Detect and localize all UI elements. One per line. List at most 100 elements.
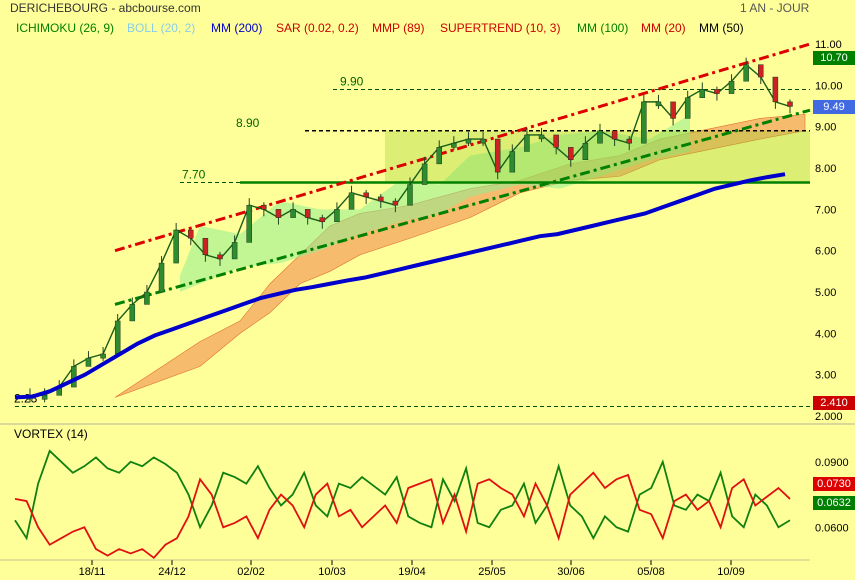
candle-body [436, 147, 442, 165]
legend-mm200[interactable]: MM (200) [211, 21, 263, 35]
legend-mm20[interactable]: MM (20) [641, 21, 686, 35]
period-label[interactable]: 1 AN - JOUR [740, 1, 810, 15]
candle-body [480, 138, 486, 144]
candle-body [684, 97, 691, 119]
badge-low: 2.410 [813, 396, 855, 410]
candle-body [465, 138, 472, 144]
y-tick-label: 7.00 [815, 204, 836, 216]
y-tick-label: 5.00 [815, 287, 836, 299]
y-axis: 11.00 10.00 9.00 8.00 7.00 6.00 5.00 4.00 3.00 2.… [0, 39, 855, 425]
candle-body [319, 217, 326, 222]
bollinger-band [180, 114, 690, 293]
candle-body [655, 101, 662, 107]
y-tick-label: 11.00 [815, 39, 842, 51]
trend-channel [114, 42, 811, 306]
candle-body [41, 395, 48, 400]
level-label-9.90: 9.90 [340, 74, 364, 88]
candle-body [129, 304, 136, 322]
level-label-8.90: 8.90 [236, 116, 260, 130]
candle-body [582, 142, 589, 160]
candle-body [421, 163, 428, 185]
legend-sar[interactable]: SAR (0.02, 0.2) [276, 21, 359, 35]
legend-mm100[interactable]: MM (100) [577, 21, 629, 35]
candle-body [524, 134, 530, 152]
x-tick-label: 18/11 [79, 566, 106, 578]
badge-vortex-minus: 0.0730 [813, 477, 855, 491]
candle-body [144, 291, 150, 305]
badge-last: 9.49 [813, 100, 855, 114]
candle-body [378, 196, 384, 202]
candle-body [71, 366, 77, 388]
x-tick-label: 19/04 [398, 566, 426, 578]
candle-body [728, 80, 735, 94]
y-tick-label: 2.000 [815, 411, 843, 423]
y-tick-label: 10.00 [815, 80, 843, 92]
channel-lower [114, 108, 811, 306]
x-tick-label: 30/06 [557, 566, 585, 578]
badge-vortex-plus: 0.0632 [813, 496, 855, 510]
x-tick-label: 02/02 [237, 566, 265, 578]
candle-body [275, 209, 282, 218]
candle-body [758, 64, 764, 78]
vortex-minus-line [14, 471, 791, 560]
candle-body [714, 89, 720, 94]
candle-body [304, 209, 311, 218]
candle-body [641, 101, 647, 144]
candle-body [188, 229, 194, 239]
stock-title: DERICHEBOURG - abcbourse.com [10, 1, 201, 15]
channel-upper [114, 42, 811, 253]
mm200-line [14, 172, 786, 400]
y-tick-label: 3.00 [815, 370, 836, 382]
y-tick-label: 9.00 [815, 122, 836, 134]
candle-body [100, 353, 106, 359]
candle-body [217, 254, 223, 260]
candle-body [597, 130, 603, 144]
candle-body [114, 320, 121, 355]
legend-ichimoku[interactable]: ICHIMOKU (26, 9) [16, 21, 115, 35]
legend-boll[interactable]: BOLL (20, 2) [127, 21, 196, 35]
vortex-title: VORTEX (14) [14, 427, 88, 441]
x-tick-label: 05/08 [637, 566, 665, 578]
candle-body [392, 200, 399, 206]
candle-body [261, 204, 267, 210]
candle-body [553, 134, 559, 148]
y-tick-label: 4.00 [815, 328, 836, 340]
level-label-7.70: 7.70 [182, 167, 206, 181]
ichimoku-cloud [114, 113, 806, 398]
candle-body [85, 357, 92, 367]
mm200-series [14, 172, 786, 400]
candle-body [509, 151, 516, 173]
candle-body [363, 192, 369, 198]
candle-body [407, 184, 413, 206]
legend-mm50[interactable]: MM (50) [699, 21, 744, 35]
x-tick-label: 25/05 [478, 566, 506, 578]
candle-body [494, 138, 501, 173]
x-axis: 18/11 24/12 02/02 10/03 19/04 25/05 30/06 05/08… [0, 559, 810, 578]
candle-body [743, 64, 749, 82]
candle-body [538, 134, 545, 140]
vortex-panel: 0.0900 0.0600 [14, 449, 849, 560]
x-tick-label: 10/03 [318, 566, 346, 578]
vortex-plus-line [14, 449, 791, 541]
candle-body [348, 192, 355, 210]
candle-body [787, 101, 793, 107]
x-tick-label: 24/12 [158, 566, 186, 578]
vortex-tick-label: 0.0900 [815, 457, 849, 469]
candle-body [772, 76, 779, 103]
candle-body [611, 130, 618, 140]
price-series [27, 57, 793, 403]
candle-body [202, 238, 209, 256]
candle-body [626, 138, 632, 144]
candle-body [173, 229, 179, 264]
vortex-tick-label: 0.0600 [815, 522, 849, 534]
candle-body [670, 101, 676, 119]
badge-top: 10.70 [813, 51, 855, 65]
legend-mmp89[interactable]: MMP (89) [372, 21, 425, 35]
y-tick-label: 6.00 [815, 246, 836, 258]
legend-supertrend[interactable]: SUPERTREND (10, 3) [440, 21, 561, 35]
candle-body [246, 204, 252, 243]
candle-body [158, 262, 165, 293]
candle-body [231, 242, 238, 260]
